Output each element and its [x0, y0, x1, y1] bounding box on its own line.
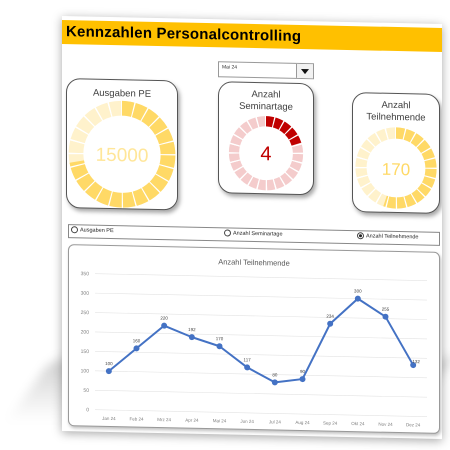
line-chart-panel: Anzahl Teilnehmende 0 50 100 150 200 250 300 350… — [68, 244, 440, 434]
chart-title: Anzahl Teilnehmende — [218, 257, 290, 267]
data-label: 192 — [188, 327, 196, 332]
x-tick-label: Jul 24 — [269, 419, 282, 424]
y-tick-label: 300 — [81, 291, 90, 297]
y-tick-label: 50 — [83, 388, 89, 394]
x-tick-label: Jun 24 — [240, 419, 254, 424]
month-dropdown[interactable]: Mai 24 — [218, 61, 314, 80]
gauge-segment-gaps — [354, 126, 438, 210]
gridline — [95, 409, 427, 417]
option-ausgaben[interactable]: Ausgaben PE — [71, 226, 114, 234]
x-tick-label: Jan 24 — [102, 416, 116, 421]
line-chart: Anzahl Teilnehmende 0 50 100 150 200 250 300 350… — [81, 257, 427, 428]
x-tick-label: Mai 24 — [213, 418, 227, 423]
spreadsheet-sheet: Kennzahlen Personalcontrolling Mai 24 Au… — [62, 16, 442, 439]
data-label: 80 — [272, 372, 278, 377]
series-line — [108, 297, 415, 384]
gridline — [95, 312, 427, 320]
data-point[interactable] — [299, 376, 306, 383]
kpi-value: 170 — [382, 160, 410, 180]
data-label: 220 — [160, 316, 168, 321]
donut-gauge: 4 — [228, 115, 304, 191]
y-tick-label: 350 — [81, 271, 90, 277]
data-point[interactable] — [133, 345, 140, 352]
option-seminartage[interactable]: Anzahl Seminartage — [224, 229, 283, 237]
gridline — [95, 331, 427, 340]
dropdown-button[interactable] — [296, 63, 313, 79]
radio-icon[interactable] — [71, 226, 78, 234]
data-point[interactable] — [216, 343, 223, 350]
data-label: 90 — [300, 369, 306, 374]
radio-icon[interactable] — [357, 232, 364, 240]
kpi-card-teilnehmende: Anzahl Teilnehmende 170 — [352, 92, 440, 214]
kpi-card-ausgaben: Ausgaben PE 15000 — [66, 78, 178, 211]
gauge-segment-gaps — [68, 100, 176, 209]
data-point[interactable] — [188, 334, 195, 341]
data-point[interactable] — [410, 362, 417, 369]
x-tick-label: Mrz 24 — [157, 417, 171, 422]
x-tick-label: Okt 24 — [351, 421, 365, 426]
x-tick-label: Dez 24 — [406, 422, 421, 427]
data-point[interactable] — [327, 320, 334, 327]
gridline — [95, 389, 427, 398]
title-bar: Kennzahlen Personalcontrolling — [62, 20, 442, 52]
y-tick-label: 200 — [81, 329, 90, 335]
y-tick-label: 250 — [81, 310, 90, 316]
kpi-value: 4 — [260, 143, 271, 165]
gridline — [95, 292, 427, 301]
radio-icon[interactable] — [224, 229, 231, 237]
donut-gauge: 170 — [354, 126, 438, 210]
metric-option-bar: Ausgaben PE Anzahl Seminartage Anzahl Te… — [68, 224, 440, 246]
option-teilnehmende[interactable]: Anzahl Teilnehmende — [357, 232, 419, 240]
x-tick-label: Apr 24 — [185, 418, 199, 423]
y-tick-label: 150 — [81, 349, 90, 355]
month-dropdown-value: Mai 24 — [222, 64, 238, 71]
gauge-segment-gaps — [228, 115, 304, 191]
y-tick-label: 100 — [81, 368, 90, 374]
data-label: 100 — [105, 361, 113, 366]
page-title: Kennzahlen Personalcontrolling — [66, 23, 302, 46]
data-label: 160 — [133, 338, 141, 343]
kpi-value: 15000 — [96, 145, 149, 167]
option-label: Ausgaben PE — [80, 226, 114, 234]
data-point[interactable] — [105, 368, 112, 375]
option-label: Anzahl Seminartage — [233, 230, 283, 238]
data-label: 170 — [216, 336, 224, 341]
data-point[interactable] — [271, 379, 278, 386]
data-label: 300 — [354, 289, 362, 294]
data-label: 132 — [412, 359, 420, 364]
chevron-down-icon — [301, 69, 309, 75]
kpi-card-seminartage: Anzahl Seminartage 4 — [218, 81, 314, 196]
y-tick-label: 0 — [86, 407, 89, 413]
data-point[interactable] — [382, 313, 389, 320]
donut-gauge: 15000 — [68, 100, 176, 209]
x-tick-label: Nov 24 — [378, 422, 393, 427]
data-label: 234 — [326, 314, 334, 319]
x-tick-label: Aug 24 — [295, 420, 310, 425]
data-label: 255 — [382, 307, 390, 312]
gridline — [95, 273, 427, 281]
data-label: 117 — [244, 357, 252, 362]
data-point[interactable] — [354, 295, 361, 302]
x-tick-label: Feb 24 — [129, 416, 144, 421]
data-point[interactable] — [244, 364, 251, 371]
x-tick-label: Sep 24 — [323, 420, 338, 425]
gridline — [95, 351, 427, 359]
data-point[interactable] — [161, 322, 168, 329]
option-label: Anzahl Teilnehmende — [366, 232, 419, 240]
